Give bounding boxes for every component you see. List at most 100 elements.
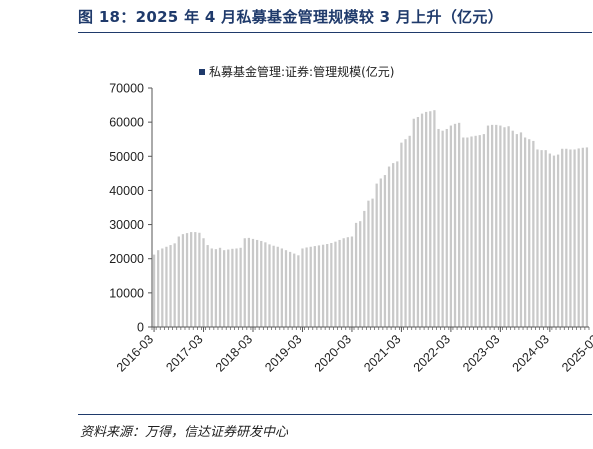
bar	[437, 128, 440, 327]
bar	[251, 238, 255, 327]
y-tick-label: 50000	[109, 150, 144, 164]
bar	[276, 246, 279, 327]
source-note: 资料来源：万得，信达证券研发中心	[80, 425, 289, 440]
bar	[243, 238, 246, 327]
bar	[305, 247, 308, 327]
bar	[429, 111, 432, 327]
bar	[470, 136, 473, 327]
bar	[231, 248, 234, 327]
figure-title: 图 18：2025 年 4 月私募基金管理规模较 3 月上升（亿元）	[78, 8, 504, 26]
bar	[272, 245, 275, 327]
bar	[490, 124, 494, 328]
bar	[420, 113, 424, 327]
bar	[206, 245, 209, 327]
bar	[577, 148, 580, 327]
bar	[354, 222, 358, 327]
bar	[495, 124, 498, 328]
bar	[581, 147, 584, 327]
bar	[264, 242, 267, 327]
bar	[523, 137, 527, 327]
bar	[449, 125, 453, 327]
bar	[169, 245, 172, 327]
bar	[330, 243, 333, 327]
bar	[552, 155, 556, 327]
bar	[511, 130, 514, 327]
bar	[425, 111, 428, 328]
bar	[198, 232, 201, 327]
bar	[486, 125, 490, 327]
x-tick-label: 2022-03	[411, 332, 453, 374]
bar	[321, 244, 325, 327]
x-tick-label: 2024-03	[510, 332, 552, 374]
source-divider	[78, 414, 592, 415]
bar	[371, 198, 374, 327]
bar	[585, 147, 589, 327]
bar	[507, 126, 510, 328]
bar	[561, 148, 564, 327]
bar	[301, 248, 304, 327]
bar	[466, 137, 469, 327]
bar	[540, 150, 543, 327]
x-tick-label: 2023-03	[460, 332, 502, 374]
bar	[338, 239, 341, 327]
bar	[503, 127, 506, 327]
x-tick-label: 2021-03	[361, 332, 403, 374]
y-tick-label: 0	[137, 321, 144, 335]
bar	[288, 251, 292, 327]
bar	[458, 122, 461, 327]
bar	[185, 233, 189, 327]
bar	[375, 183, 378, 327]
legend-label: 私募基金管理:证券:管理规模(亿元)	[209, 64, 394, 79]
bar	[239, 247, 242, 327]
bar	[313, 246, 316, 327]
bar	[445, 128, 448, 327]
bar	[548, 153, 551, 327]
legend: 私募基金管理:证券:管理规模(亿元)	[199, 64, 394, 79]
x-tick-label: 2016-03	[114, 332, 156, 374]
y-tick-label: 10000	[109, 286, 144, 300]
bar	[152, 254, 156, 327]
bar	[317, 245, 321, 327]
bar	[379, 178, 382, 327]
bar	[247, 237, 251, 327]
bar	[202, 238, 205, 327]
bar	[573, 149, 576, 327]
bar	[367, 200, 370, 327]
bar	[190, 232, 193, 327]
bar	[161, 248, 164, 327]
bar	[569, 149, 572, 327]
legend-marker	[199, 69, 205, 75]
bar	[181, 234, 185, 327]
bar	[408, 135, 411, 327]
bar	[309, 246, 312, 327]
x-tick-label: 2017-03	[163, 332, 205, 374]
y-tick-label: 20000	[109, 252, 144, 266]
bar	[433, 110, 436, 327]
bar	[515, 134, 518, 327]
bar	[227, 249, 230, 327]
bar	[499, 125, 502, 327]
bar	[268, 244, 271, 327]
bar	[400, 142, 403, 327]
bar	[528, 139, 531, 327]
bar	[478, 135, 481, 327]
bar	[334, 241, 337, 327]
bar	[519, 132, 523, 327]
bar	[284, 250, 288, 327]
bar	[157, 250, 160, 327]
bar	[235, 248, 238, 327]
bar	[297, 255, 300, 327]
x-tick-label: 2025-03	[559, 332, 593, 374]
bar	[383, 175, 387, 327]
bar	[194, 232, 197, 327]
title-divider	[78, 32, 592, 33]
bar	[453, 123, 457, 327]
bar	[342, 238, 345, 327]
bar	[214, 249, 218, 327]
bar	[280, 248, 283, 327]
bar	[474, 135, 477, 327]
bar	[359, 221, 362, 327]
bar	[326, 244, 329, 327]
bar	[165, 246, 168, 327]
